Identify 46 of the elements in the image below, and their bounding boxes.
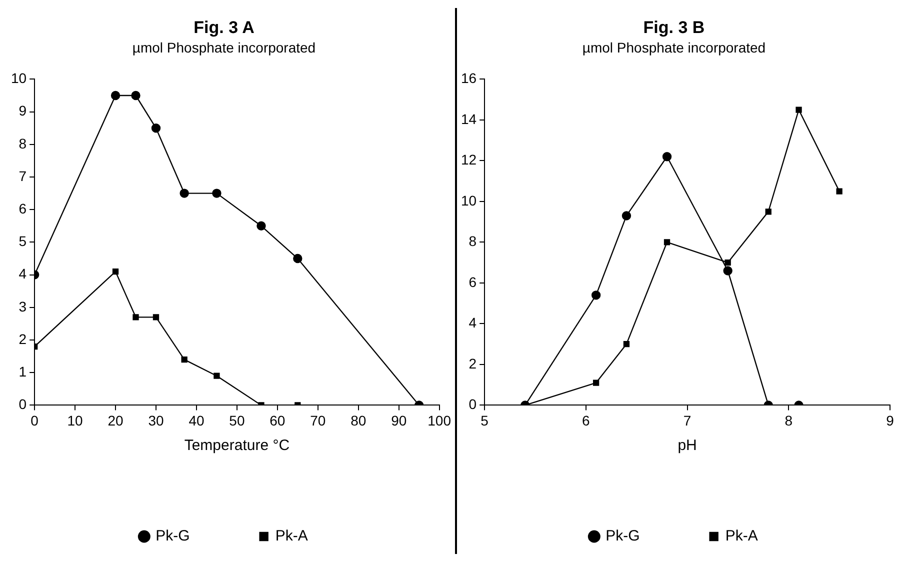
x-tick-label: 70 — [310, 412, 326, 428]
y-tick-label: 4 — [18, 266, 27, 282]
y-tick-label: 6 — [18, 200, 27, 216]
x-tick-label: 5 — [480, 412, 489, 428]
y-tick-label: 0 — [468, 396, 477, 412]
y-tick-label: 12 — [460, 152, 477, 168]
legend-label: Pk-G — [156, 528, 190, 545]
x-tick-label: 40 — [188, 412, 204, 428]
x-tick-label: 90 — [391, 412, 407, 428]
x-axis-title: Temperature °C — [184, 437, 290, 454]
y-tick-label: 2 — [18, 330, 27, 347]
chart-title: Fig. 3 A — [194, 18, 254, 37]
x-tick-label: 30 — [148, 412, 164, 428]
x-tick-label: 8 — [784, 412, 793, 428]
y-tick-label: 8 — [18, 135, 27, 152]
y-tick-label: 8 — [468, 233, 477, 250]
x-tick-label: 50 — [229, 412, 245, 428]
x-tick-label: 9 — [886, 412, 894, 428]
y-tick-label: 5 — [18, 233, 27, 250]
x-tick-label: 0 — [30, 412, 39, 428]
legend-label: Pk-A — [275, 528, 308, 545]
chart-subtitle: µmol Phosphate incorporated — [582, 40, 766, 56]
x-tick-label: 60 — [270, 412, 286, 428]
x-tick-label: 80 — [350, 412, 366, 428]
y-tick-label: 9 — [18, 102, 27, 119]
x-tick-label: 10 — [67, 412, 84, 428]
y-tick-label: 4 — [468, 314, 477, 331]
y-tick-label: 6 — [468, 274, 477, 290]
y-tick-label: 1 — [18, 363, 27, 380]
legend-label: Pk-A — [725, 528, 758, 545]
x-axis-title: pH — [678, 437, 697, 454]
y-tick-label: 7 — [18, 168, 27, 184]
legend-label: Pk-G — [606, 528, 640, 545]
y-tick-label: 16 — [460, 70, 477, 86]
x-tick-label: 6 — [582, 412, 590, 428]
y-tick-label: 14 — [460, 110, 477, 127]
y-tick-label: 0 — [18, 396, 27, 412]
y-tick-label: 2 — [468, 355, 477, 372]
y-tick-label: 3 — [18, 298, 27, 314]
chart-title: Fig. 3 B — [643, 18, 705, 37]
x-tick-label: 100 — [428, 412, 452, 428]
x-tick-label: 20 — [108, 412, 124, 428]
y-tick-label: 10 — [10, 70, 27, 86]
x-tick-label: 7 — [683, 412, 692, 428]
chart-subtitle: µmol Phosphate incorporated — [132, 40, 316, 56]
y-tick-label: 10 — [460, 192, 477, 208]
